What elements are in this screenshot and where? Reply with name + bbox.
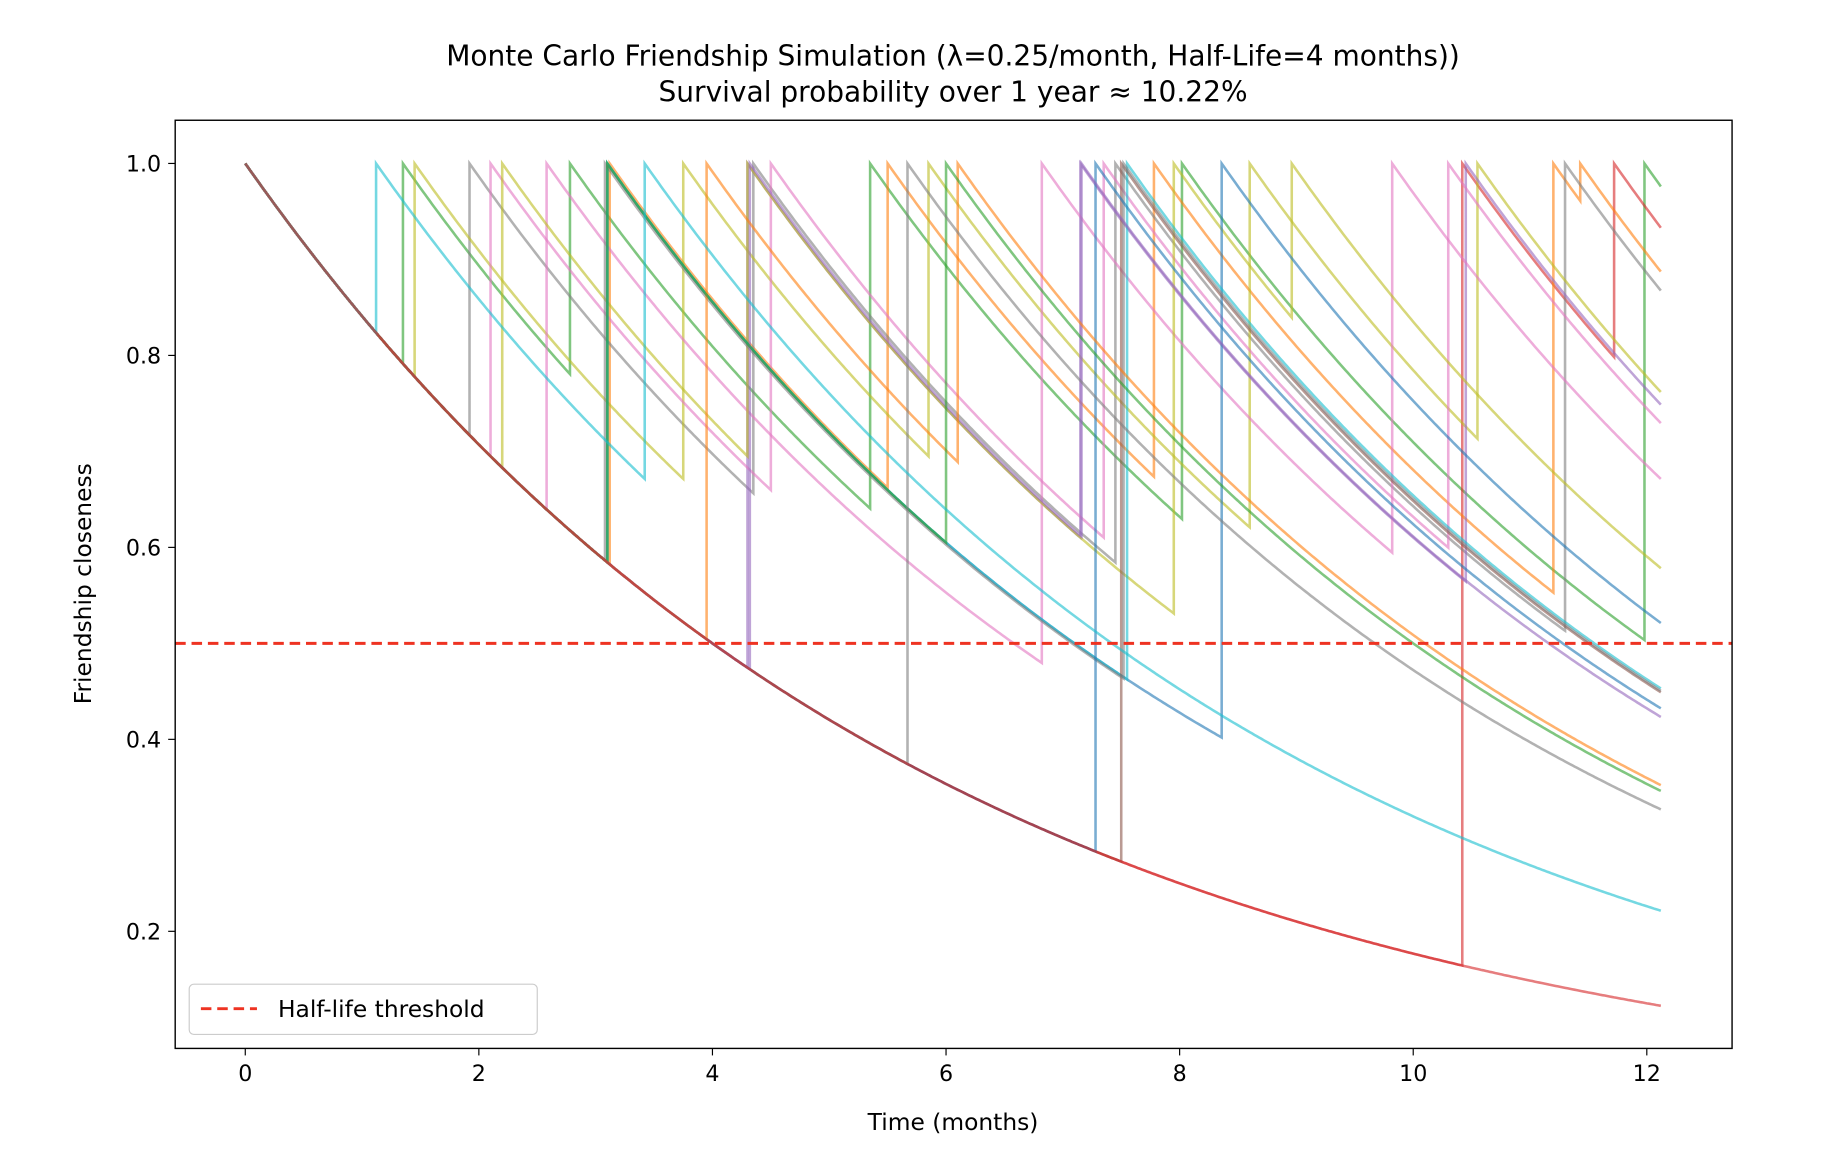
legend-label: Half-life threshold <box>278 995 485 1023</box>
x-tick-label: 8 <box>1173 1061 1187 1087</box>
y-tick-label: 0.4 <box>126 728 161 754</box>
series-line-0 <box>244 159 1662 643</box>
series-line-19 <box>244 162 1662 1008</box>
x-tick-label: 4 <box>705 1061 719 1087</box>
x-axis: 0 2 4 6 8 10 12 <box>238 1048 1661 1087</box>
y-axis-label: Friendship closeness <box>69 463 97 704</box>
x-tick-label: 2 <box>472 1061 486 1087</box>
x-tick-label: 12 <box>1633 1061 1661 1087</box>
chart-title: Monte Carlo Friendship Simulation (λ=0.2… <box>446 39 1460 72</box>
x-axis-label: Time (months) <box>867 1108 1039 1136</box>
y-tick-label: 0.8 <box>126 344 161 370</box>
chart-subtitle: Survival probability over 1 year ≈ 10.22… <box>659 76 1248 109</box>
x-tick-label: 0 <box>238 1061 252 1087</box>
y-tick-label: 0.2 <box>126 919 161 945</box>
series-line-3 <box>244 159 1662 634</box>
series-line-4 <box>244 159 1662 531</box>
series-line-18 <box>244 159 1662 912</box>
x-tick-label: 6 <box>939 1061 953 1087</box>
x-tick-label: 10 <box>1399 1061 1427 1087</box>
y-tick-label: 0.6 <box>126 536 161 562</box>
series-group <box>244 159 1662 1008</box>
y-tick-label: 1.0 <box>126 152 161 178</box>
plot-frame <box>174 119 1733 1050</box>
legend-box <box>188 983 538 1035</box>
legend: Half-life threshold <box>188 983 538 1035</box>
y-axis: 0.2 0.4 0.6 0.8 1.0 <box>126 152 176 945</box>
